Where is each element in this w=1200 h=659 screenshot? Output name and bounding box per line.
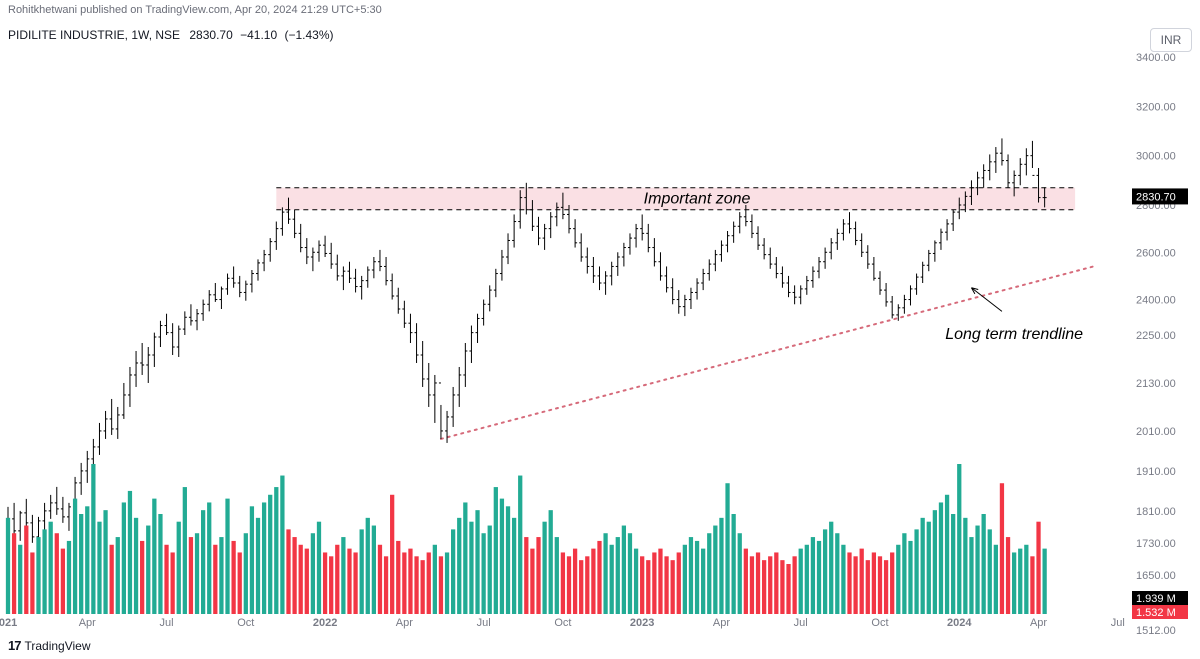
svg-text:2250.00: 2250.00 — [1136, 330, 1176, 342]
svg-text:2023: 2023 — [630, 617, 654, 629]
svg-text:Apr: Apr — [79, 617, 96, 629]
svg-text:Apr: Apr — [1030, 617, 1047, 629]
svg-text:2024: 2024 — [947, 617, 972, 629]
svg-text:Oct: Oct — [237, 617, 254, 629]
svg-text:Jul: Jul — [794, 617, 808, 629]
svg-text:1910.00: 1910.00 — [1136, 466, 1176, 478]
svg-text:2600.00: 2600.00 — [1136, 247, 1176, 259]
svg-text:1512.00: 1512.00 — [1136, 625, 1176, 637]
svg-text:2010.00: 2010.00 — [1136, 426, 1176, 438]
svg-text:Jul: Jul — [1111, 617, 1125, 629]
svg-text:021: 021 — [0, 617, 17, 629]
svg-text:1650.00: 1650.00 — [1136, 570, 1176, 582]
svg-text:Long term trendline: Long term trendline — [945, 326, 1083, 343]
svg-text:3200.00: 3200.00 — [1136, 101, 1176, 113]
footer-brand-text: TradingView — [24, 639, 90, 653]
svg-text:2830.70: 2830.70 — [1136, 191, 1176, 203]
svg-text:2022: 2022 — [313, 617, 337, 629]
tradingview-logo-icon: 17 — [8, 638, 20, 653]
footer-brand: 17 TradingView — [8, 638, 91, 653]
svg-text:3000.00: 3000.00 — [1136, 151, 1176, 163]
svg-text:Apr: Apr — [396, 617, 413, 629]
svg-text:1810.00: 1810.00 — [1136, 506, 1176, 518]
svg-text:3400.00: 3400.00 — [1136, 52, 1176, 64]
svg-text:Apr: Apr — [713, 617, 730, 629]
svg-text:Jul: Jul — [477, 617, 491, 629]
svg-text:1.532 M: 1.532 M — [1136, 607, 1176, 619]
svg-text:2400.00: 2400.00 — [1136, 295, 1176, 307]
svg-text:1.939 M: 1.939 M — [1136, 593, 1176, 605]
svg-text:Important zone: Important zone — [644, 191, 751, 208]
svg-text:1730.00: 1730.00 — [1136, 538, 1176, 550]
svg-text:Jul: Jul — [160, 617, 174, 629]
svg-text:Oct: Oct — [871, 617, 888, 629]
svg-text:Oct: Oct — [554, 617, 571, 629]
price-chart[interactable]: 3400.003200.003000.002800.002600.002400.… — [0, 0, 1200, 659]
svg-text:2130.00: 2130.00 — [1136, 378, 1176, 390]
